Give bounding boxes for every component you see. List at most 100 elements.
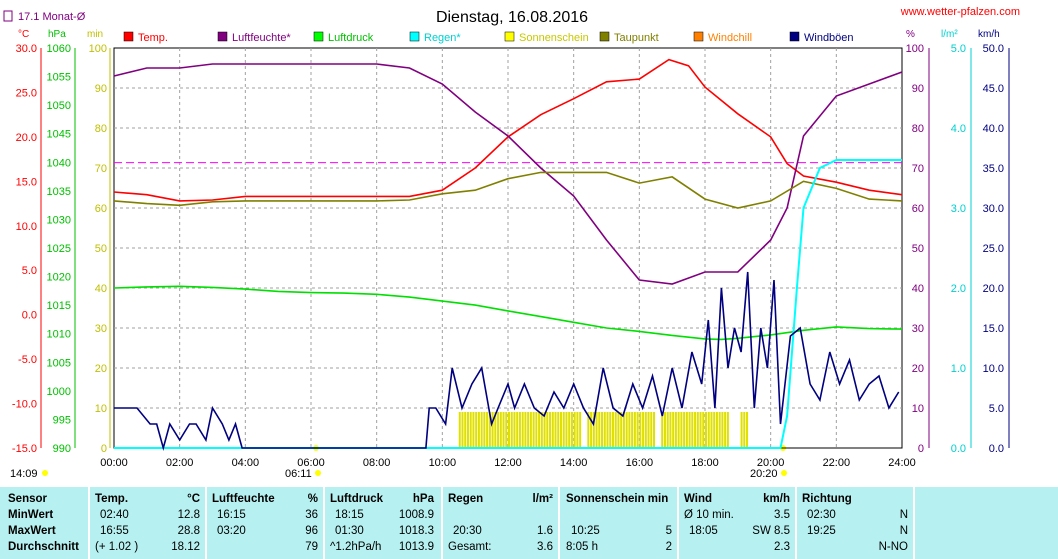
sunshine-bar [499, 412, 502, 448]
sunshine-bar [516, 412, 519, 448]
sunshine-bar [601, 412, 604, 448]
temp-min-val: 12.8 [177, 509, 200, 521]
rain-tick-label: 1.0 [951, 363, 966, 375]
sunshine-bar [620, 412, 623, 448]
col-hum-head: Luftfeuchte [212, 493, 275, 505]
rain-tick-label: 4.0 [951, 123, 966, 135]
sun-marker-icon [42, 470, 48, 476]
series-line-taupunkt [113, 171, 903, 209]
temp-tick-label: 30.0 [16, 43, 37, 55]
press-min-time: 18:15 [335, 509, 364, 521]
dir-max-val: N [899, 525, 908, 537]
x-tick-label: 12:00 [494, 457, 522, 469]
rain-max-time: 20:30 [453, 525, 482, 537]
sunshine-tick-label: 60 [95, 203, 107, 215]
sunshine-bar [488, 412, 491, 448]
sunshine-bar [570, 412, 573, 448]
temp-max-val: 28.8 [177, 525, 200, 537]
series-line-luftdruck [113, 285, 903, 341]
axis-header-sunshine: min [87, 29, 103, 40]
sunshine-bar [688, 412, 691, 448]
pressure-tick-label: 1050 [47, 100, 71, 112]
series-line-windben [114, 271, 900, 452]
monthly-avg-label: 17.1 Monat-Ø [18, 11, 86, 23]
x-tick-label: 04:00 [232, 457, 260, 469]
sunshine-bar [505, 412, 508, 448]
axis-header-humidity: % [906, 29, 915, 40]
wind-tick-label: 0.0 [989, 443, 1004, 455]
temp-tick-label: -15.0 [12, 443, 37, 455]
sunshine-bar [642, 412, 645, 448]
sunshine-bar [486, 412, 489, 448]
humidity-tick-label: 90 [912, 83, 924, 95]
sunshine-bar [598, 412, 601, 448]
sunshine-bar [639, 412, 642, 448]
humidity-tick-label: 40 [912, 283, 924, 295]
col-rain-unit: l/m² [532, 493, 553, 505]
sunshine-bar [680, 412, 683, 448]
col-sensor: Sensor MinWert MaxWert Durchschnitt [8, 487, 88, 559]
legend-swatch [217, 31, 228, 42]
sunshine-tick-label: 100 [89, 43, 107, 55]
hum-min-time: 16:15 [217, 509, 246, 521]
sunshine-bar [666, 412, 669, 448]
legend-swatch [693, 31, 704, 42]
series-line-temp [113, 58, 903, 202]
wind-tick-label: 45.0 [983, 83, 1004, 95]
sunshine-bar [721, 412, 724, 448]
sunshine-bar [554, 412, 557, 448]
sunshine-tick-label: 20 [95, 363, 107, 375]
sunshine-bar [702, 412, 705, 448]
sunset-time: 20:20 [750, 468, 778, 480]
sunshine-bar [502, 412, 505, 448]
sunshine-bar [718, 412, 721, 448]
wind-min-time: Ø 10 min. [684, 509, 734, 521]
sunshine-bar [543, 412, 546, 448]
sunshine-bar [677, 412, 680, 448]
x-tick-label: 02:00 [166, 457, 194, 469]
sunshine-tick-label: 0 [101, 443, 107, 455]
sunshine-bar [562, 412, 565, 448]
col-wind: Wind km/h Ø 10 min. 3.5 18:05 SW 8.5 2.3 [684, 487, 790, 559]
axis-header-rain: l/m² [941, 29, 958, 40]
sunshine-bar [707, 412, 710, 448]
sunrise-icon [315, 470, 321, 476]
sunshine-bar [683, 412, 686, 448]
hum-avg-val: 79 [305, 541, 318, 553]
sunshine-tick-label: 30 [95, 323, 107, 335]
humidity-tick-label: 80 [912, 123, 924, 135]
pressure-tick-label: 1060 [47, 43, 71, 55]
hum-max-val: 96 [305, 525, 318, 537]
series-line-regen [114, 159, 902, 449]
sunshine-bar [497, 412, 500, 448]
x-tick-label: 24:00 [888, 457, 916, 469]
col-rain-head: Regen [448, 493, 484, 505]
sunrise-time: 06:11 [285, 468, 312, 480]
x-tick-label: 08:00 [363, 457, 391, 469]
sunshine-bar [740, 412, 743, 448]
sunshine-bar [710, 412, 713, 448]
pressure-tick-label: 1045 [47, 129, 71, 141]
row-label-max: MaxWert [8, 525, 56, 537]
sunshine-bar [672, 412, 675, 448]
col-press-unit: hPa [412, 493, 434, 505]
humidity-tick-label: 70 [912, 163, 924, 175]
sunshine-tick-label: 40 [95, 283, 107, 295]
sunshine-bar [494, 412, 497, 448]
legend-label: Windchill [708, 32, 752, 44]
sunshine-bar [464, 412, 467, 448]
sun-max-val: 5 [665, 525, 672, 537]
humidity-tick-label: 0 [918, 443, 924, 455]
sunshine-bar [538, 412, 541, 448]
sunshine-bar [475, 412, 478, 448]
sunshine-bar [483, 412, 486, 448]
temp-tick-label: -5.0 [18, 354, 37, 366]
sunshine-bar [565, 412, 568, 448]
sunshine-bar [477, 412, 480, 448]
axis-header-temp: °C [18, 29, 29, 40]
press-max-time: 01:30 [335, 525, 364, 537]
sunshine-bar [546, 412, 549, 448]
x-tick-label: 22:00 [823, 457, 851, 469]
col-temp: Temp. °C 02:40 12.8 16:55 28.8 (+ 1.02 ) 18.… [95, 487, 200, 559]
legend-swatch [504, 31, 515, 42]
